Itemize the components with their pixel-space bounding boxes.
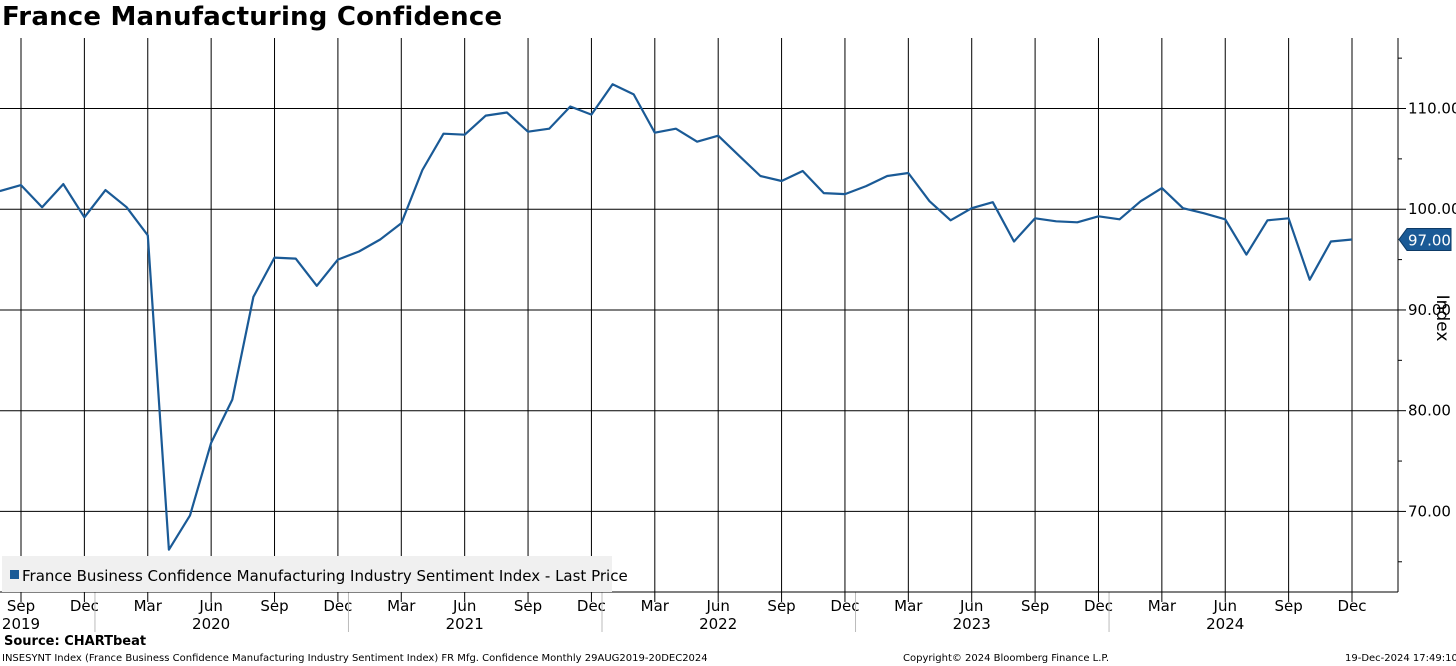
x-year-label: 2023 (953, 615, 991, 633)
last-value-tag (1398, 227, 1452, 251)
x-tick-label: Mar (1148, 597, 1177, 615)
x-tick-label: Mar (894, 597, 923, 615)
x-year-label: 2021 (446, 615, 484, 633)
x-tick-label: Jun (959, 597, 983, 615)
footer-series-info: INSESYNT Index (France Business Confiden… (2, 653, 708, 664)
x-tick-label: Dec (830, 597, 859, 615)
series-line (0, 83, 1353, 551)
footer-timestamp: 19-Dec-2024 17:49:10 (1345, 653, 1456, 664)
x-tick-label: Dec (1084, 597, 1113, 615)
footer-copyright: Copyright© 2024 Bloomberg Finance L.P. (903, 653, 1110, 664)
x-tick-label: Mar (134, 597, 163, 615)
x-tick-label: Mar (387, 597, 416, 615)
y-tick-label: 70.00 (1408, 502, 1451, 520)
x-tick-label: Dec (70, 597, 99, 615)
x-tick-label: Sep (1021, 597, 1049, 615)
x-tick-label: Sep (767, 597, 795, 615)
source-label: Source: CHARTbeat (4, 634, 147, 649)
y-tick-label: 80.00 (1408, 402, 1451, 420)
x-year-label: 2024 (1206, 615, 1244, 633)
grid-layer (0, 38, 1398, 592)
legend-label: France Business Confidence Manufacturing… (22, 567, 628, 585)
x-year-label: 2019 (2, 615, 40, 633)
x-tick-label: Dec (577, 597, 606, 615)
x-tick-label: Jun (198, 597, 222, 615)
chart-title: France Manufacturing Confidence (2, 2, 503, 32)
x-year-label: 2022 (699, 615, 737, 633)
x-tick-label: Dec (1337, 597, 1366, 615)
series-layer: 97.00 (0, 83, 1452, 551)
x-tick-label: Jun (452, 597, 476, 615)
x-tick-label: Jun (705, 597, 729, 615)
x-tick-label: Mar (641, 597, 670, 615)
last-value-label: 97.00 (1408, 231, 1451, 249)
legend-swatch (10, 570, 19, 579)
axis-layer: Sep Dec Mar Jun Sep Dec Mar Jun Sep Dec Mar Jun Sep D… (0, 38, 1456, 633)
x-tick-label: Dec (323, 597, 352, 615)
y-tick-label: 110.00 (1408, 100, 1456, 118)
y-tick-label: 90.00 (1408, 301, 1451, 319)
x-tick-label: Sep (7, 597, 35, 615)
legend-box (2, 556, 612, 592)
y-axis-label: Index (1432, 295, 1452, 342)
x-tick-label: Sep (260, 597, 288, 615)
x-tick-label: Sep (1274, 597, 1302, 615)
legend-layer: France Business Confidence Manufacturing… (2, 556, 628, 592)
x-year-label: 2020 (192, 615, 230, 633)
x-tick-label: Sep (514, 597, 542, 615)
y-tick-label: 100.00 (1408, 200, 1456, 218)
x-tick-label: Jun (1213, 597, 1237, 615)
